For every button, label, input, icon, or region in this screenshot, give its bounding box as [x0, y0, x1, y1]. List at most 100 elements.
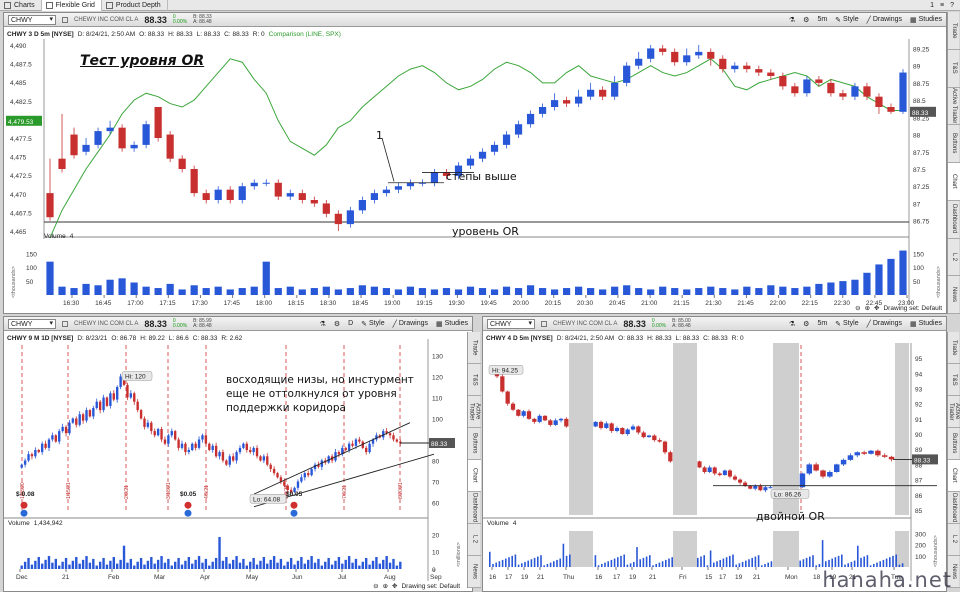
flask-icon[interactable]: ⚗ — [319, 320, 326, 328]
side-tab-active-trader[interactable]: Active Trader — [468, 396, 481, 428]
drawings-button[interactable]: ╱ Drawings — [867, 320, 902, 328]
candle-body — [191, 443, 194, 450]
candle-body — [514, 124, 523, 135]
side-tab-t-s[interactable]: T&S — [948, 50, 960, 88]
side-tab-chart[interactable]: Chart — [468, 460, 481, 492]
earnings-label: $0.05 — [286, 491, 303, 498]
side-tab-chart[interactable]: Chart — [948, 163, 960, 201]
side-tab-chart[interactable]: Chart — [948, 460, 960, 492]
side-tab-trade[interactable]: Trade — [468, 332, 481, 364]
x-tick: 17:30 — [191, 300, 208, 307]
link-icon[interactable] — [62, 16, 68, 23]
link-icon[interactable] — [541, 320, 547, 327]
style-button[interactable]: ✎ Style — [361, 320, 384, 328]
gear-icon[interactable]: ⚙ — [803, 16, 810, 24]
volume-bar — [51, 562, 54, 569]
price-chart-right[interactable]: 95 94 93 92 91 90 89 88 87 86 85 Hi: 94.25 Lo: 86.26… — [483, 317, 947, 591]
side-tab-buttons[interactable]: Buttons — [948, 428, 960, 460]
symbol-selector[interactable]: CHWY — [487, 318, 535, 329]
candle-body — [863, 86, 871, 97]
price-chart-top[interactable]: 89.25 89 88.75 88.5 88.25 88 87.75 87.5 87.25 87 8… — [4, 13, 947, 313]
symbol-text: CHWY — [11, 320, 33, 328]
candle-body — [526, 113, 535, 125]
side-tab-buttons[interactable]: Buttons — [948, 125, 960, 163]
drawing-set-label[interactable]: Drawing set: Default — [401, 582, 460, 590]
price-tag-bg — [910, 106, 936, 117]
side-tab-news[interactable]: News — [948, 276, 960, 314]
side-tab-dashboard[interactable]: Dashboard — [468, 492, 481, 524]
candle-body — [753, 485, 758, 489]
side-tab-buttons[interactable]: Buttons — [468, 428, 481, 460]
candle-body — [238, 447, 242, 453]
volume-bar — [767, 285, 775, 295]
style-button[interactable]: ✎ Style — [835, 16, 858, 24]
volume-bar — [235, 556, 238, 569]
side-tab-news[interactable]: News — [468, 556, 481, 588]
x-tick: 21:30 — [705, 300, 722, 307]
volume-label-box: Volume 4 — [44, 233, 73, 240]
side-tab-dashboard[interactable]: Dashboard — [948, 201, 960, 239]
volume-bar — [225, 556, 228, 569]
volume-bar — [94, 285, 102, 295]
zoom-out-icon[interactable]: ⊖ — [373, 583, 379, 590]
zoom-in-icon[interactable]: ⊕ — [864, 305, 871, 312]
volume-bar — [863, 272, 871, 295]
x-tick: Jul — [338, 574, 347, 581]
flask-icon[interactable]: ⚗ — [788, 320, 796, 328]
zoom-in-icon[interactable]: ⊕ — [382, 583, 389, 590]
candle-body — [126, 384, 129, 398]
drawing-set-label[interactable]: Drawing set: Default — [883, 304, 942, 312]
time-frame-button[interactable]: D — [348, 320, 354, 327]
zoom-out-icon[interactable]: ⊖ — [855, 305, 861, 312]
link-icon[interactable] — [62, 320, 68, 327]
volume-bar — [70, 288, 78, 295]
studies-button[interactable]: ▦ Studies — [910, 320, 942, 328]
symbol-selector[interactable]: CHWY — [8, 318, 56, 329]
tab-product-depth[interactable]: Product Depth — [102, 0, 168, 11]
side-tab-news[interactable]: News — [948, 556, 960, 588]
help-icon[interactable]: ? — [950, 1, 954, 9]
y-tick-right: 87.25 — [913, 184, 930, 191]
side-tab-dashboard[interactable]: Dashboard — [948, 492, 960, 524]
candle-body — [235, 452, 238, 461]
side-tab-l-2[interactable]: L 2 — [948, 239, 960, 277]
tab-flexible-grid[interactable]: Flexible Grid — [41, 0, 102, 11]
gear-icon[interactable]: ⚙ — [333, 320, 341, 328]
style-icon: ✎ — [835, 16, 842, 24]
side-tab-l-2[interactable]: L 2 — [948, 524, 960, 556]
pan-icon[interactable]: ✥ — [874, 305, 880, 312]
side-tab-active-trader[interactable]: Active Trader — [948, 88, 960, 126]
side-tab-trade[interactable]: Trade — [948, 332, 960, 364]
info-date: D: 8/23/21 — [77, 334, 108, 342]
side-tab-active-trader[interactable]: Active Trader — [948, 396, 960, 428]
drawings-button[interactable]: ╱ Drawings — [867, 16, 902, 24]
volume-bar — [177, 557, 180, 569]
side-tab-t-s[interactable]: T&S — [468, 364, 481, 396]
ask-value: A: 88.48 — [672, 322, 691, 329]
volume-bar — [88, 562, 92, 569]
time-frame-button[interactable]: 5m — [817, 16, 828, 23]
y-tick-right: 87 — [913, 201, 921, 208]
symbol-selector[interactable]: CHWY — [8, 14, 56, 25]
menu-icon[interactable]: ≡ — [940, 1, 945, 9]
candle-body — [82, 144, 90, 152]
side-tab-l-2[interactable]: L 2 — [468, 524, 481, 556]
studies-button[interactable]: ▦ Studies — [436, 320, 468, 328]
flask-icon[interactable]: ⚗ — [788, 16, 796, 24]
gear-icon[interactable]: ⚙ — [803, 320, 810, 328]
volume-bar — [112, 556, 115, 569]
drawings-button[interactable]: ╱ Drawings — [393, 320, 428, 328]
tab-charts[interactable]: Charts — [0, 0, 42, 11]
window-count[interactable]: 1 — [930, 1, 934, 9]
side-tab-trade[interactable]: Trade — [948, 12, 960, 50]
chart-panel-right: CHWY CHEWY INC COM CL A 88.33 00.00% B: 85.0… — [482, 316, 947, 592]
volume-bar — [78, 563, 81, 569]
time-frame-button[interactable]: 5m — [817, 320, 828, 327]
price-chart-left[interactable]: 1301201101009080706012/8/201/15/212/8/21… — [4, 317, 473, 591]
studies-button[interactable]: ▦ Studies — [910, 16, 942, 24]
volume-bar — [226, 289, 234, 295]
volume-bar — [514, 554, 517, 567]
style-button[interactable]: ✎ Style — [835, 320, 858, 328]
side-tab-t-s[interactable]: T&S — [948, 364, 960, 396]
pan-icon[interactable]: ✥ — [392, 583, 398, 590]
